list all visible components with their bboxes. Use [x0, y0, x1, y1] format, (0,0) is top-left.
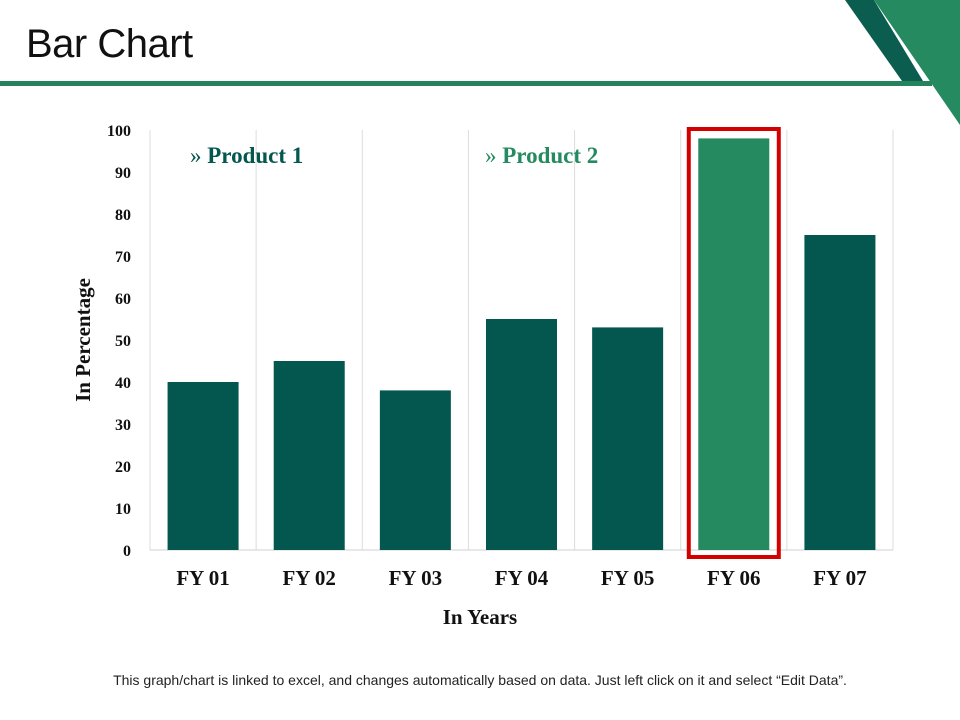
x-tick-label: FY 07	[813, 566, 866, 590]
footer-note: This graph/chart is linked to excel, and…	[113, 672, 847, 688]
y-tick-label: 60	[115, 291, 131, 308]
corner-light-triangle	[874, 0, 960, 125]
bar-fy-02	[273, 361, 345, 550]
y-tick-label: 50	[115, 333, 131, 350]
y-tick-label: 100	[107, 123, 131, 140]
x-axis-title: In Years	[443, 605, 517, 629]
bar-fy-05	[592, 327, 664, 550]
bar-fy-03	[379, 390, 451, 550]
y-tick-label: 90	[115, 165, 131, 182]
bar-fy-06	[698, 138, 770, 550]
page-title: Bar Chart	[26, 22, 193, 66]
legend-product-1: » Product 1	[190, 143, 303, 168]
legend-label: Product 1	[207, 143, 303, 168]
y-tick-label: 40	[115, 375, 131, 392]
corner-dark-triangle	[845, 0, 923, 81]
x-tick-label: FY 01	[176, 566, 229, 590]
y-axis-title: In Percentage	[71, 278, 95, 402]
legend-marker-icon: »	[485, 143, 502, 168]
x-tick-labels: FY 01 FY 02 FY 03 FY 04 FY 05 FY 06 FY 07	[176, 566, 866, 590]
bar-fy-04	[486, 319, 557, 550]
bar-fy-07	[804, 235, 876, 550]
bars	[167, 138, 876, 550]
x-tick-label: FY 05	[601, 566, 654, 590]
x-tick-label: FY 03	[389, 566, 442, 590]
y-tick-label: 20	[115, 459, 131, 476]
x-tick-label: FY 04	[495, 566, 549, 590]
y-tick-label: 0	[123, 543, 131, 560]
title-rule	[0, 81, 932, 86]
highlight-box	[686, 127, 781, 559]
legend: » Product 1 » Product 2	[190, 143, 598, 168]
y-tick-labels: 0 10 20 30 40 50 60 70 80 90 100	[107, 123, 131, 560]
corner-decoration	[845, 0, 960, 125]
bar-fy-01	[167, 382, 239, 550]
legend-label: Product 2	[502, 143, 598, 168]
y-tick-label: 30	[115, 417, 131, 434]
y-tick-label: 80	[115, 207, 131, 224]
x-tick-label: FY 02	[282, 566, 335, 590]
legend-product-2: » Product 2	[485, 143, 598, 168]
y-tick-label: 10	[115, 501, 131, 518]
x-tick-label: FY 06	[707, 566, 760, 590]
legend-marker-icon: »	[190, 143, 207, 168]
y-tick-label: 70	[115, 249, 131, 266]
